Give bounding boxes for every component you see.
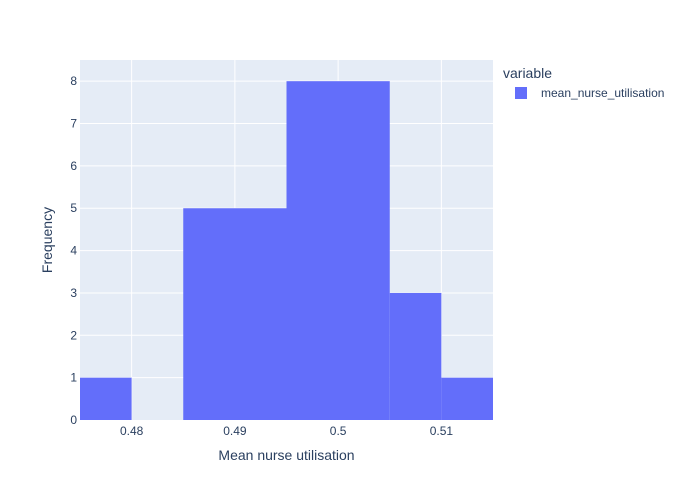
x-tick-label: 0.48 [120, 424, 144, 438]
histogram-bar[interactable] [80, 377, 132, 420]
y-tick-label: 3 [70, 286, 77, 300]
x-tick-label: 0.49 [223, 424, 247, 438]
y-tick-label: 1 [70, 371, 77, 385]
x-axis-title: Mean nurse utilisation [218, 447, 354, 463]
y-tick-label: 0 [70, 413, 77, 427]
histogram-bar[interactable] [389, 292, 442, 420]
x-tick-label: 0.5 [330, 424, 347, 438]
bars [80, 81, 493, 421]
histogram-bar[interactable] [286, 81, 390, 421]
legend-items[interactable]: mean_nurse_utilisation [515, 86, 664, 100]
y-tick-label: 2 [70, 328, 77, 342]
histogram-bar[interactable] [441, 377, 493, 420]
y-tick-label: 6 [70, 159, 77, 173]
legend[interactable]: variable mean_nurse_utilisation [503, 65, 664, 100]
y-tick-label: 4 [70, 244, 77, 258]
y-axis-title: Frequency [39, 207, 55, 273]
y-tick-label: 8 [70, 74, 77, 88]
y-tick-label: 5 [70, 201, 77, 215]
y-axis-ticks: 0 1 2 3 4 5 6 7 8 [70, 74, 77, 427]
legend-title: variable [503, 65, 552, 81]
y-tick-label: 7 [70, 117, 77, 131]
x-tick-label: 0.51 [430, 424, 454, 438]
x-axis-ticks: 0.48 0.49 0.5 0.51 [120, 424, 453, 438]
histogram-bar[interactable] [183, 208, 287, 420]
legend-item-label[interactable]: mean_nurse_utilisation [541, 86, 664, 100]
legend-swatch[interactable] [515, 87, 527, 99]
